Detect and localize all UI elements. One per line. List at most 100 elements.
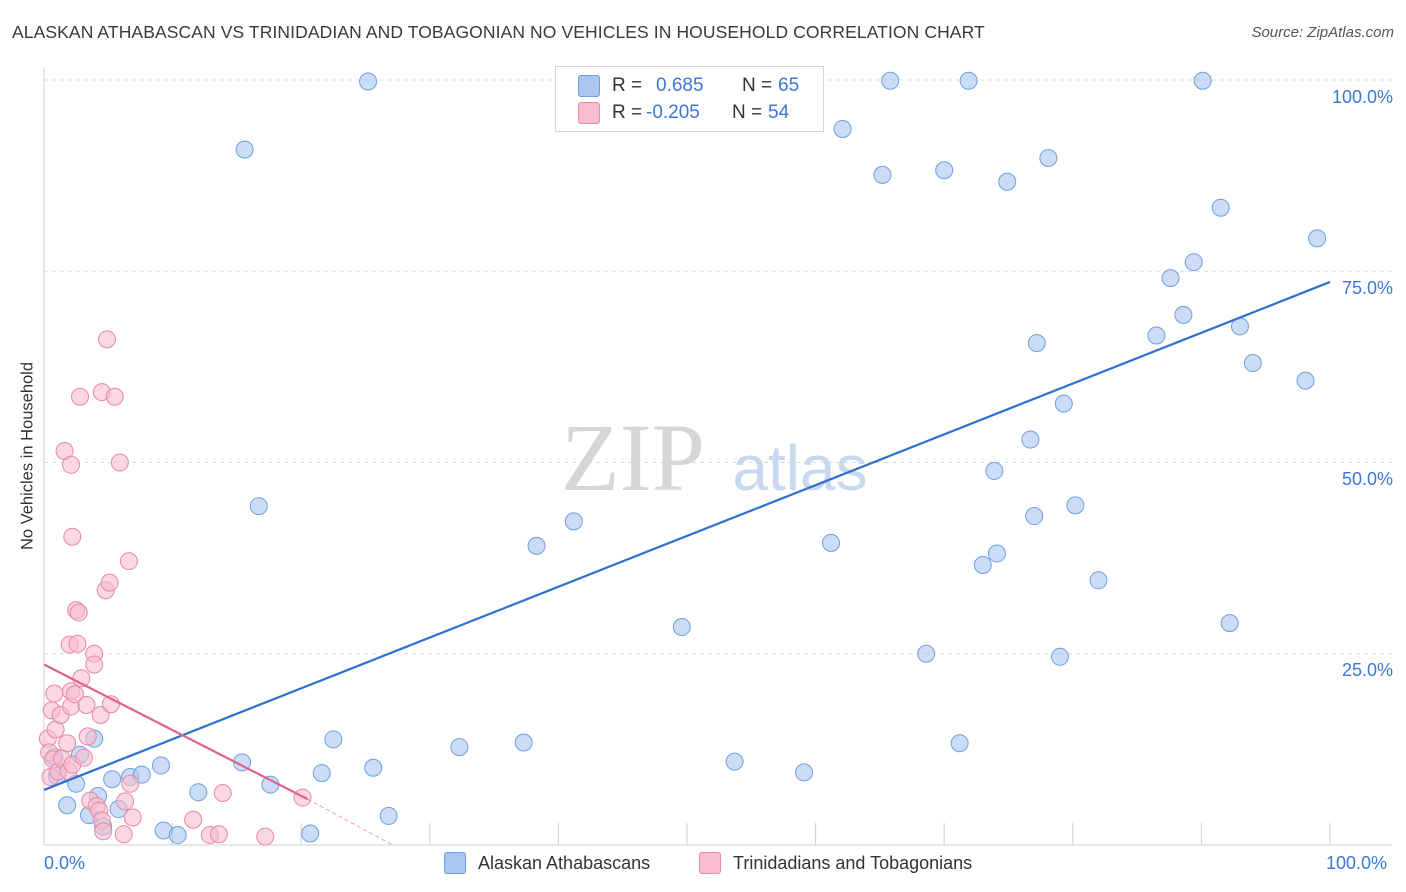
alaskan-point	[261, 775, 280, 794]
legend-r-value: 0.685	[656, 75, 704, 96]
alaskan-point	[795, 763, 814, 782]
alaskan-point	[985, 461, 1004, 480]
alaskan-point	[450, 738, 469, 757]
alaskan-point	[725, 752, 744, 771]
alaskan-point	[564, 512, 583, 531]
trinidadian-point	[98, 330, 117, 349]
trinidadian-point	[62, 455, 81, 474]
legend-n-value: 65	[778, 75, 800, 96]
trinidadian-point	[121, 774, 140, 793]
trinidadian-point	[68, 634, 87, 653]
alaskan-point	[235, 140, 254, 159]
alaskan-point	[973, 556, 992, 575]
alaskan-point	[168, 826, 187, 845]
trinidadian-point	[63, 527, 82, 546]
trinidadian-point	[184, 810, 203, 829]
trinidadian-trend-line	[43, 663, 309, 801]
trinidadian-point	[77, 696, 96, 715]
alaskan-point	[917, 644, 936, 663]
alaskan-point	[1184, 253, 1203, 272]
trinidadian-point	[209, 825, 228, 844]
legend-r-value: -0.205	[646, 102, 700, 123]
alaskan-point	[249, 497, 268, 516]
trinidadian-point	[74, 748, 93, 767]
legend-r-label: R =	[612, 102, 643, 123]
alaskan-point	[189, 783, 208, 802]
alaskan-point	[103, 770, 122, 789]
alaskan-point	[1211, 198, 1230, 217]
alaskan-point	[1174, 305, 1193, 324]
bottom-legend-alaskan: Alaskan Athabascans	[444, 852, 650, 874]
y-tick-label: 75.0%	[1341, 278, 1393, 298]
trinidadian-point	[65, 685, 84, 704]
legend-n-label: N =	[742, 75, 773, 96]
trinidadian-point	[100, 573, 119, 592]
alaskan-point	[1050, 647, 1069, 666]
alaskan-point	[833, 119, 852, 138]
alaskan-point	[672, 617, 691, 636]
alaskan-point	[873, 165, 892, 184]
legend-swatch-pink	[578, 102, 600, 124]
alaskan-point	[514, 733, 533, 752]
trinidadian-point	[256, 827, 275, 846]
bottom-legend-label: Trinidadians and Tobagonians	[733, 852, 973, 873]
legend-row-trinidadian: R = -0.205 N = 54	[578, 100, 789, 126]
source-credit: Source: ZipAtlas.com	[1251, 24, 1394, 41]
alaskan-trend-line	[43, 280, 1331, 791]
alaskan-point	[822, 533, 841, 552]
alaskan-point	[935, 161, 954, 180]
trend-lines	[43, 280, 1331, 845]
watermark-atlas: atlas	[732, 432, 867, 504]
bottom-legend-trinidadian: Trinidadians and Tobagonians	[699, 852, 972, 874]
alaskan-point	[1066, 496, 1085, 515]
trinidadian-point	[110, 453, 129, 472]
watermark-zip: ZIP	[561, 404, 705, 511]
trinidadian-point	[45, 684, 64, 703]
alaskan-point	[881, 71, 900, 90]
trinidadian-point	[116, 792, 135, 811]
alaskan-point	[359, 72, 378, 91]
y-tick-label: 25.0%	[1341, 660, 1393, 680]
alaskan-point	[324, 730, 343, 749]
series-trinidadians-and-tobagonians	[38, 330, 312, 846]
trinidadian-point	[105, 387, 124, 406]
alaskan-point	[379, 806, 398, 825]
alaskan-point	[959, 71, 978, 90]
trinidadian-point	[85, 655, 104, 674]
trinidadian-point	[58, 734, 77, 753]
trinidadian-point	[114, 825, 133, 844]
alaskan-point	[312, 764, 331, 783]
alaskan-point	[1243, 354, 1262, 373]
correlation-legend: R = 0.685 N = 65 R = -0.205 N = 54	[555, 66, 824, 132]
alaskan-point	[1021, 430, 1040, 449]
x-tick-label-max: 100.0%	[1326, 853, 1388, 873]
x-tick-label-min: 0.0%	[44, 853, 86, 873]
alaskan-point	[950, 734, 969, 753]
legend-r-label: R =	[612, 75, 643, 96]
alaskan-point	[1161, 269, 1180, 288]
y-tick-label: 100.0%	[1331, 87, 1393, 107]
alaskan-point	[1027, 334, 1046, 353]
legend-n-label: N =	[732, 102, 763, 123]
alaskan-point	[1308, 229, 1327, 248]
gridlines	[44, 79, 1392, 655]
trinidadian-point	[69, 603, 88, 622]
trinidadian-point	[119, 552, 138, 571]
alaskan-point	[58, 796, 77, 815]
trinidadian-point	[123, 808, 142, 827]
alaskan-point	[1296, 371, 1315, 390]
alaskan-point	[152, 756, 171, 775]
bottom-legend-swatch-pink	[699, 852, 721, 874]
chart-title: ALASKAN ATHABASCAN VS TRINIDADIAN AND TO…	[12, 22, 985, 42]
y-tick-label: 50.0%	[1341, 469, 1393, 489]
trinidadian-point	[78, 727, 97, 746]
alaskan-point	[364, 758, 383, 777]
alaskan-point	[1025, 507, 1044, 526]
alaskan-point	[987, 544, 1006, 563]
legend-n-value: 54	[768, 102, 790, 123]
trinidadian-trend-extension	[307, 798, 392, 845]
alaskan-point	[1220, 614, 1239, 633]
alaskan-point	[1147, 326, 1166, 345]
bottom-legend-label: Alaskan Athabascans	[478, 852, 651, 873]
alaskan-point	[301, 824, 320, 843]
